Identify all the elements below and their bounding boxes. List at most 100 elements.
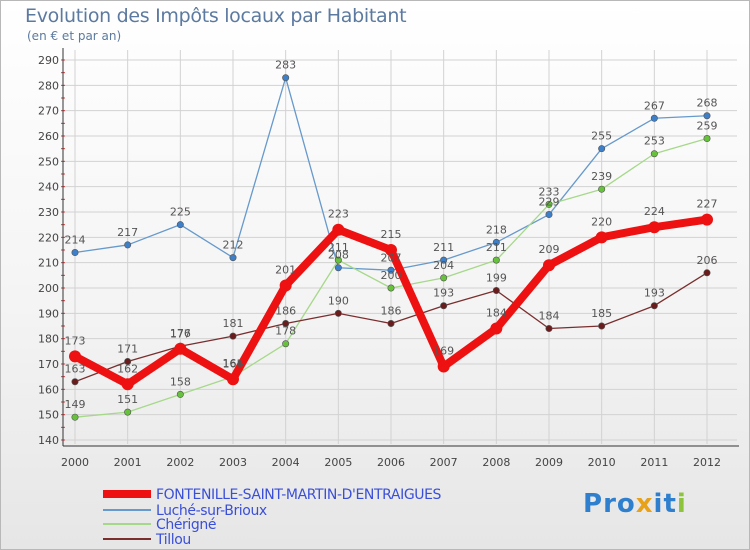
data-label: 212 xyxy=(223,239,244,252)
data-label: 215 xyxy=(381,228,402,241)
data-point xyxy=(229,254,237,262)
data-point xyxy=(701,213,713,226)
data-point xyxy=(543,259,555,272)
data-point xyxy=(545,211,553,219)
data-label: 239 xyxy=(591,170,612,183)
series-layer xyxy=(69,74,713,421)
y-tick-label: 140 xyxy=(38,434,59,447)
x-tick-label: 2009 xyxy=(535,456,563,469)
data-point xyxy=(121,378,134,391)
data-point xyxy=(595,231,608,244)
x-tick-label: 2003 xyxy=(219,456,247,469)
y-tick-label: 190 xyxy=(38,307,59,320)
data-point xyxy=(174,342,187,355)
legend-label: Chérigné xyxy=(156,517,216,533)
data-point xyxy=(598,185,606,193)
data-label: 211 xyxy=(328,241,349,254)
data-label: 227 xyxy=(697,198,718,211)
data-label: 193 xyxy=(433,287,454,300)
data-label: 165 xyxy=(223,358,244,371)
data-point xyxy=(703,135,711,143)
data-label: 207 xyxy=(381,251,402,264)
y-tick-label: 150 xyxy=(38,409,59,422)
y-tick-label: 200 xyxy=(38,282,59,295)
y-tick-label: 290 xyxy=(38,54,59,67)
y-tick-label: 280 xyxy=(38,79,59,92)
x-tick-label: 2001 xyxy=(114,456,142,469)
data-label: 199 xyxy=(486,272,507,285)
data-label: 218 xyxy=(486,223,507,236)
x-tick-label: 2012 xyxy=(693,456,721,469)
y-tick-label: 230 xyxy=(38,206,59,219)
data-point xyxy=(703,269,711,277)
legend-label: Tillou xyxy=(155,532,191,548)
y-tick-label: 170 xyxy=(38,358,59,371)
y-tick-label: 260 xyxy=(38,130,59,143)
data-point xyxy=(334,309,342,317)
data-label: 186 xyxy=(381,304,402,317)
data-point xyxy=(492,287,500,295)
data-label: 223 xyxy=(328,208,349,221)
data-label: 209 xyxy=(539,243,560,256)
data-label: 185 xyxy=(591,307,612,320)
data-point xyxy=(545,325,553,333)
x-tick-label: 2006 xyxy=(377,456,405,469)
data-label: 268 xyxy=(697,97,718,110)
data-point xyxy=(598,145,606,153)
data-label: 283 xyxy=(275,59,296,72)
logo-letter: o xyxy=(616,489,636,519)
data-point xyxy=(490,322,503,335)
logo-letter: r xyxy=(603,489,617,519)
data-label: 214 xyxy=(65,234,86,247)
data-label: 162 xyxy=(117,362,138,375)
y-tick-label: 250 xyxy=(38,155,59,168)
data-label: 149 xyxy=(65,398,86,411)
data-point xyxy=(334,264,342,272)
data-point xyxy=(69,350,81,363)
data-label: 177 xyxy=(170,327,191,340)
x-tick-label: 2004 xyxy=(272,456,300,469)
data-label: 184 xyxy=(486,307,507,320)
data-label: 171 xyxy=(117,342,138,355)
data-label: 181 xyxy=(223,317,244,330)
y-tick-label: 180 xyxy=(38,333,59,346)
data-label: 225 xyxy=(170,206,191,219)
data-point xyxy=(545,200,553,208)
proxiti-logo: Proxiti xyxy=(583,489,687,519)
data-point xyxy=(387,266,395,274)
data-point xyxy=(648,221,661,234)
data-point xyxy=(650,302,658,310)
data-label: 158 xyxy=(170,375,191,388)
data-point xyxy=(282,340,290,348)
data-label: 267 xyxy=(644,99,665,112)
data-label: 211 xyxy=(433,241,454,254)
data-point xyxy=(332,223,345,236)
data-point xyxy=(229,332,237,340)
data-point xyxy=(440,274,448,282)
data-label: 204 xyxy=(433,259,454,272)
chart-title: Evolution des Impôts locaux par Habitant xyxy=(25,5,407,27)
data-point xyxy=(71,378,79,386)
x-tick-label: 2000 xyxy=(61,456,89,469)
data-point xyxy=(279,279,292,292)
logo-letter: x xyxy=(635,489,654,519)
data-point xyxy=(227,373,239,386)
data-label: 169 xyxy=(433,345,454,358)
y-tick-label: 210 xyxy=(38,257,59,270)
logo-letter: P xyxy=(583,489,604,519)
legend-label: Luché-sur-Brioux xyxy=(156,503,267,519)
data-label: 208 xyxy=(328,249,349,262)
logo-letter: i xyxy=(653,489,664,519)
y-tick-label: 240 xyxy=(38,181,59,194)
data-label: 259 xyxy=(697,120,718,133)
data-point xyxy=(124,408,132,416)
data-point xyxy=(71,249,79,257)
data-label: 200 xyxy=(381,269,402,282)
data-label: 229 xyxy=(539,196,560,209)
data-label: 255 xyxy=(591,130,612,143)
chart-subtitle: (en € et par an) xyxy=(27,29,122,43)
data-point xyxy=(282,319,290,327)
data-point xyxy=(71,413,79,421)
data-point xyxy=(282,74,290,82)
data-label: 220 xyxy=(591,215,612,228)
